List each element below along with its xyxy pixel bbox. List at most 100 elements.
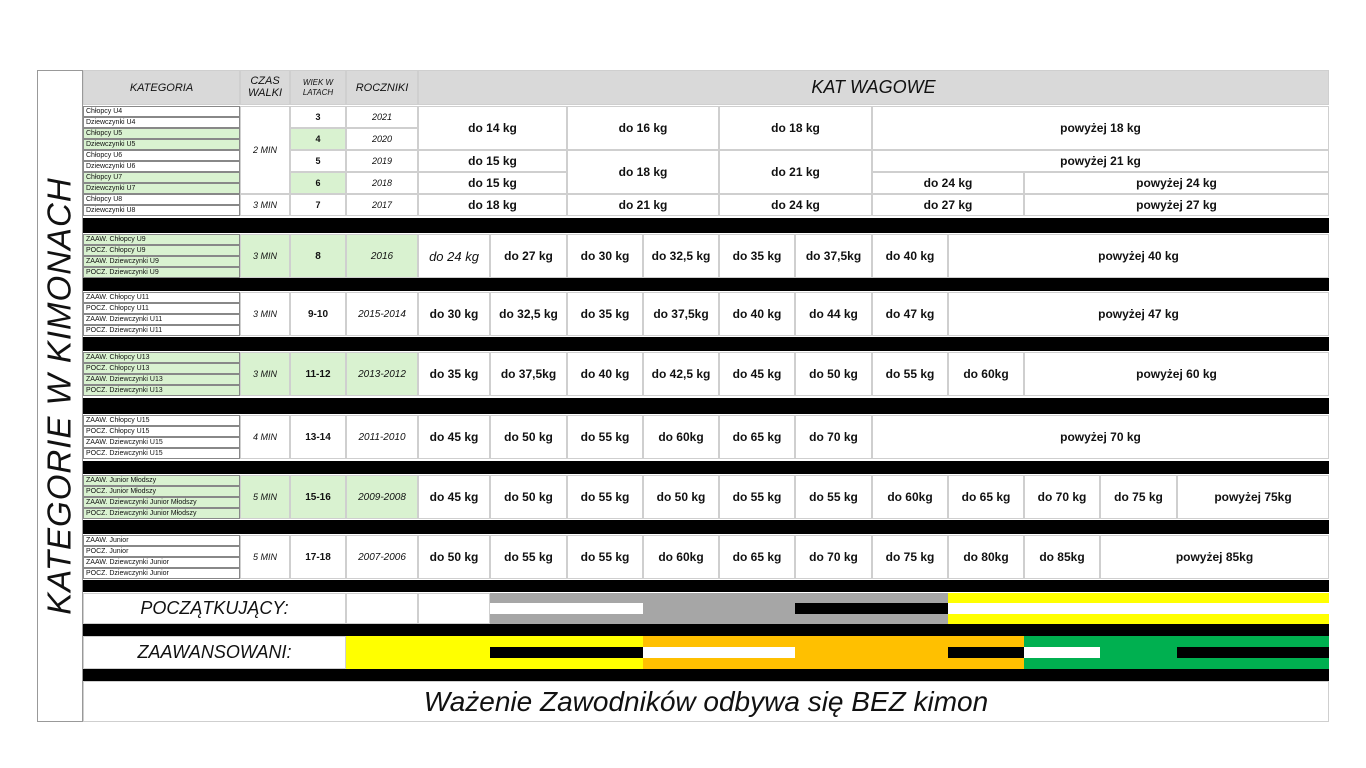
weight-cell: do 45 kg	[418, 475, 490, 519]
weight-cell: do 50 kg	[490, 415, 567, 459]
category-cell: ZAAW. Dziewczynki Junior Młodszy	[83, 497, 240, 508]
separator-bar	[83, 520, 1329, 534]
age-cell: 13-14	[290, 415, 346, 459]
year-cell: 2016	[346, 234, 418, 278]
fight-time: 5 MIN	[240, 475, 290, 519]
separator-bar	[83, 461, 1329, 474]
side-title-frame	[37, 70, 83, 722]
category-cell: ZAAW. Chłopcy U13	[83, 352, 240, 363]
category-cell: POCZ. Dziewczynki Junior	[83, 568, 240, 579]
category-cell: Dziewczynki U5	[83, 139, 240, 150]
category-cell: Dziewczynki U4	[83, 117, 240, 128]
weight-cell: do 40 kg	[872, 234, 948, 278]
separator-bar	[83, 337, 1329, 351]
category-cell: Chłopcy U7	[83, 172, 240, 183]
header-wiek: WIEK W LATACH	[290, 70, 346, 105]
weight-cell: do 15 kg	[418, 172, 567, 194]
header-czas-walki: CZAS WALKI	[240, 70, 290, 105]
category-cell: Chłopcy U6	[83, 150, 240, 161]
category-cell: Dziewczynki U7	[83, 183, 240, 194]
belt-color-cell	[643, 593, 795, 624]
category-cell: ZAAW. Dziewczynki U15	[83, 437, 240, 448]
year-cell: 2020	[346, 128, 418, 150]
weight-cell: do 18 kg	[567, 150, 719, 194]
age-cell: 5	[290, 150, 346, 172]
age-cell: 3	[290, 106, 346, 128]
weight-cell: do 24 kg	[719, 194, 872, 216]
fight-time: 3 MIN	[240, 194, 290, 216]
belt-color-cell	[795, 636, 948, 669]
category-cell: Dziewczynki U6	[83, 161, 240, 172]
belt-color-cell	[1100, 636, 1177, 669]
weight-cell: do 60kg	[643, 535, 719, 579]
belt-stripe	[490, 603, 643, 614]
category-cell: ZAAW. Dziewczynki U11	[83, 314, 240, 325]
weight-cell: powyżej 85kg	[1100, 535, 1329, 579]
category-cell: POCZ. Dziewczynki U11	[83, 325, 240, 336]
header-roczniki: ROCZNIKI	[346, 70, 418, 105]
weight-cell: do 18 kg	[719, 106, 872, 150]
legend-beginners: POCZĄTKUJĄCY:	[83, 593, 346, 624]
belt-stripe	[948, 647, 1024, 658]
separator-bar	[83, 669, 1329, 681]
belt-stripe	[1024, 647, 1100, 658]
year-cell: 2007-2006	[346, 535, 418, 579]
weight-cell: do 65 kg	[948, 475, 1024, 519]
belt-stripe	[490, 647, 643, 658]
weight-cell: do 65 kg	[719, 415, 795, 459]
weight-cell: do 44 kg	[795, 292, 872, 336]
fight-time: 2 MIN	[240, 106, 290, 194]
weight-cell: do 70 kg	[795, 535, 872, 579]
year-cell: 2009-2008	[346, 475, 418, 519]
weight-cell: powyżej 21 kg	[872, 150, 1329, 172]
year-cell: 2019	[346, 150, 418, 172]
category-cell: Dziewczynki U8	[83, 205, 240, 216]
weight-cell: do 55 kg	[490, 535, 567, 579]
weight-cell: do 50 kg	[490, 475, 567, 519]
fight-time: 4 MIN	[240, 415, 290, 459]
separator-bar	[83, 580, 1329, 592]
age-cell: 6	[290, 172, 346, 194]
category-cell: POCZ. Junior	[83, 546, 240, 557]
category-cell: Chłopcy U4	[83, 106, 240, 117]
weight-cell: do 35 kg	[719, 234, 795, 278]
side-title: KATEGORIE W KIMONACH	[37, 70, 83, 722]
category-cell: ZAAW. Dziewczynki U9	[83, 256, 240, 267]
year-cell: 2017	[346, 194, 418, 216]
weight-cell: do 27 kg	[872, 194, 1024, 216]
weight-cell: do 75 kg	[872, 535, 948, 579]
category-cell: ZAAW. Dziewczynki U13	[83, 374, 240, 385]
weight-cell: do 55 kg	[719, 475, 795, 519]
weight-cell: do 40 kg	[567, 352, 643, 396]
weight-cell: do 21 kg	[567, 194, 719, 216]
category-cell: POCZ. Dziewczynki U13	[83, 385, 240, 396]
category-cell: POCZ. Dziewczynki Junior Młodszy	[83, 508, 240, 519]
category-cell: POCZ. Junior Młodszy	[83, 486, 240, 497]
age-cell: 4	[290, 128, 346, 150]
weight-cell: do 55 kg	[872, 352, 948, 396]
weight-cell: powyżej 75kg	[1177, 475, 1329, 519]
weight-cell: do 16 kg	[567, 106, 719, 150]
year-cell: 2011-2010	[346, 415, 418, 459]
category-cell: POCZ. Chłopcy U9	[83, 245, 240, 256]
weight-cell: do 70 kg	[795, 415, 872, 459]
weight-cell: do 32,5 kg	[643, 234, 719, 278]
category-cell: ZAAW. Chłopcy U11	[83, 292, 240, 303]
category-cell: POCZ. Dziewczynki U15	[83, 448, 240, 459]
category-cell: ZAAW. Junior	[83, 535, 240, 546]
weight-cell: do 24 kg	[418, 234, 490, 278]
weight-cell: do 45 kg	[719, 352, 795, 396]
year-cell: 2015-2014	[346, 292, 418, 336]
weight-cell: powyżej 18 kg	[872, 106, 1329, 150]
belt-stripe	[795, 603, 948, 614]
belt-stripe	[643, 647, 795, 658]
weight-cell: do 45 kg	[418, 415, 490, 459]
age-cell: 11-12	[290, 352, 346, 396]
category-cell: POCZ. Dziewczynki U9	[83, 267, 240, 278]
weight-cell: do 50 kg	[795, 352, 872, 396]
year-cell: 2021	[346, 106, 418, 128]
fight-time: 5 MIN	[240, 535, 290, 579]
weight-cell: do 30 kg	[567, 234, 643, 278]
fight-time: 3 MIN	[240, 292, 290, 336]
